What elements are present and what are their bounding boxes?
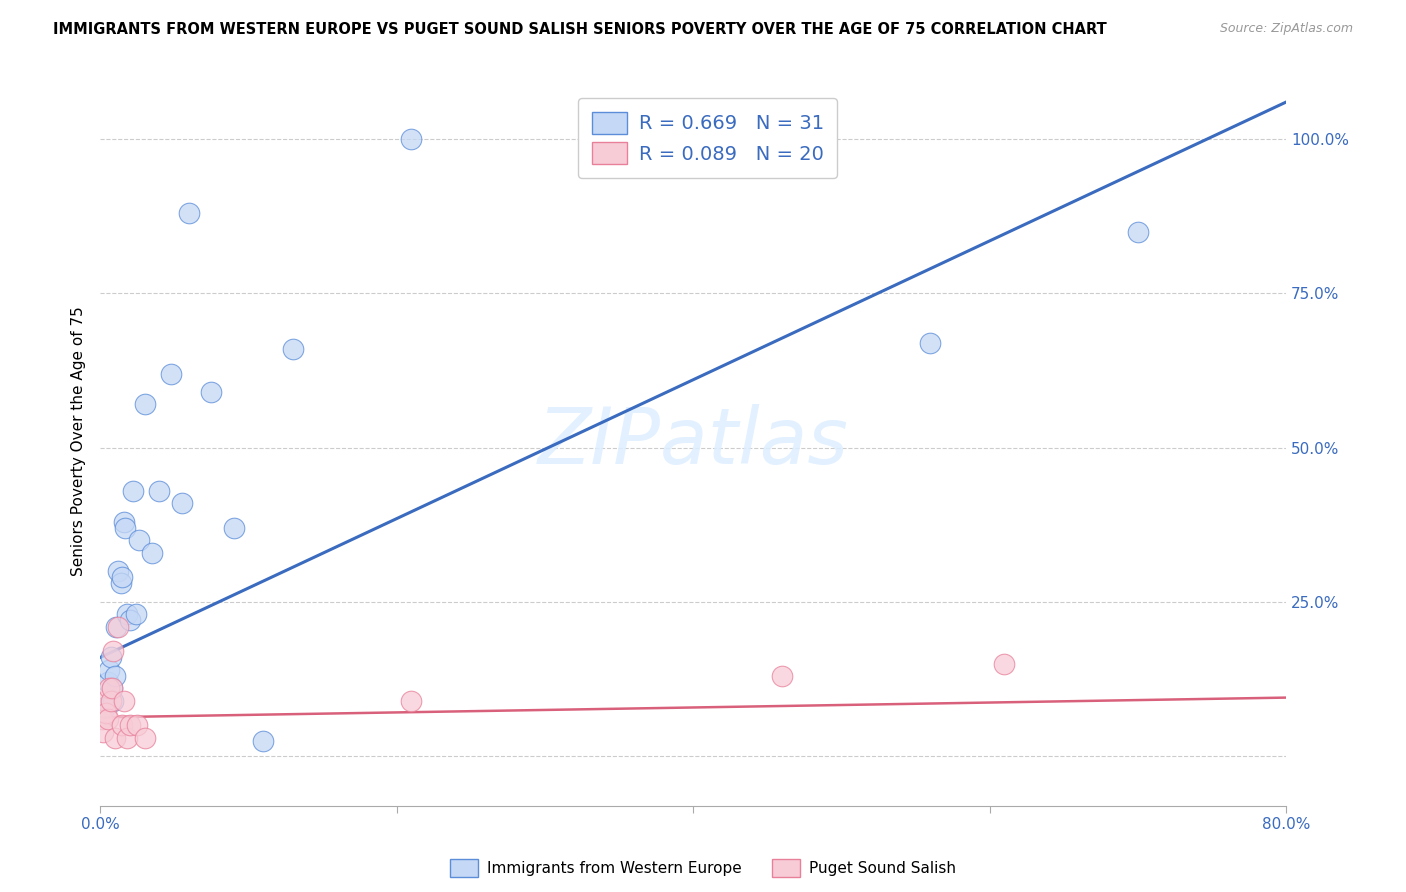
Point bbox=[993, 657, 1015, 671]
Point bbox=[281, 342, 304, 356]
Point bbox=[98, 663, 121, 677]
Point bbox=[93, 699, 115, 714]
Point bbox=[111, 718, 134, 732]
Point bbox=[96, 712, 118, 726]
Point bbox=[90, 712, 112, 726]
Point bbox=[105, 620, 128, 634]
Point bbox=[920, 335, 942, 350]
Text: Source: ZipAtlas.com: Source: ZipAtlas.com bbox=[1219, 22, 1353, 36]
Point bbox=[100, 650, 122, 665]
Point bbox=[222, 521, 245, 535]
Point bbox=[128, 533, 150, 548]
Point bbox=[118, 614, 141, 628]
Point bbox=[114, 521, 136, 535]
Point bbox=[104, 731, 127, 745]
Point bbox=[110, 576, 132, 591]
Point bbox=[125, 607, 148, 622]
Point bbox=[401, 694, 423, 708]
Point bbox=[98, 681, 121, 696]
Point bbox=[177, 206, 200, 220]
Point bbox=[770, 669, 793, 683]
Point bbox=[104, 669, 127, 683]
Point bbox=[103, 644, 125, 658]
Point bbox=[107, 564, 129, 578]
Point bbox=[101, 681, 124, 696]
Point bbox=[170, 496, 193, 510]
Point bbox=[121, 483, 143, 498]
Point bbox=[93, 694, 115, 708]
Legend: Immigrants from Western Europe, Puget Sound Salish: Immigrants from Western Europe, Puget So… bbox=[443, 852, 963, 884]
Point bbox=[111, 570, 134, 584]
Point bbox=[1126, 225, 1149, 239]
Point bbox=[91, 724, 114, 739]
Point bbox=[401, 132, 423, 146]
Point bbox=[160, 367, 183, 381]
Point bbox=[101, 681, 124, 696]
Point bbox=[118, 718, 141, 732]
Point bbox=[141, 545, 163, 559]
Point bbox=[96, 675, 118, 690]
Point bbox=[127, 718, 149, 732]
Y-axis label: Seniors Poverty Over the Age of 75: Seniors Poverty Over the Age of 75 bbox=[72, 307, 86, 576]
Point bbox=[94, 706, 117, 720]
Text: ZIPatlas: ZIPatlas bbox=[537, 403, 848, 480]
Legend: R = 0.669   N = 31, R = 0.089   N = 20: R = 0.669 N = 31, R = 0.089 N = 20 bbox=[578, 98, 837, 178]
Point bbox=[112, 515, 135, 529]
Point bbox=[148, 483, 170, 498]
Point bbox=[134, 731, 156, 745]
Point bbox=[103, 694, 125, 708]
Point bbox=[112, 694, 135, 708]
Point bbox=[115, 607, 138, 622]
Point bbox=[252, 733, 274, 747]
Point bbox=[100, 694, 122, 708]
Point bbox=[134, 397, 156, 411]
Point bbox=[107, 620, 129, 634]
Point bbox=[200, 385, 222, 400]
Text: IMMIGRANTS FROM WESTERN EUROPE VS PUGET SOUND SALISH SENIORS POVERTY OVER THE AG: IMMIGRANTS FROM WESTERN EUROPE VS PUGET … bbox=[53, 22, 1107, 37]
Point bbox=[115, 731, 138, 745]
